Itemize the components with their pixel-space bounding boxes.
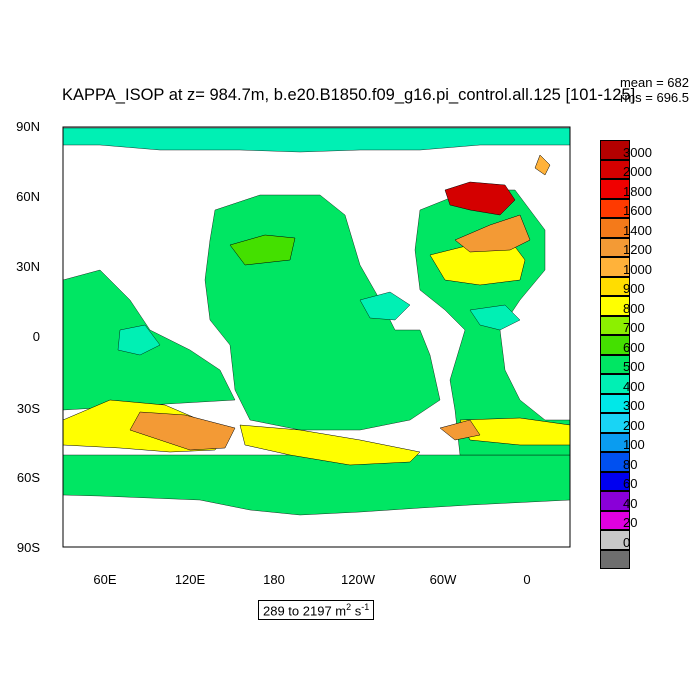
colorbar-label: 900 — [623, 281, 645, 297]
colorbar-label: 1400 — [623, 222, 652, 238]
south-indian-orange — [129, 411, 236, 451]
map-frame — [62, 126, 571, 548]
mean-stat: mean = 682 — [619, 75, 689, 90]
lon-label-60w: 60W — [429, 572, 457, 587]
colorbar-box — [600, 530, 630, 550]
colorbar-box — [600, 218, 630, 238]
colorbar-box — [600, 471, 630, 491]
colorbar-label: 2000 — [623, 164, 652, 180]
colorbar-label: 1000 — [623, 261, 652, 277]
colorbar-box — [600, 335, 630, 355]
colorbar-label: 300 — [623, 398, 645, 414]
colorbar-label: 400 — [623, 378, 645, 394]
north-pacific-patch — [229, 234, 296, 266]
nordic-seas-patch — [534, 154, 551, 176]
lat-label-90n: 90N — [16, 119, 40, 134]
range-unit-exponent-2: -1 — [361, 602, 370, 612]
tropical-cyan-pacific — [359, 291, 411, 321]
colorbar-box — [600, 374, 630, 394]
colorbar-box — [600, 276, 630, 296]
colorbar-label: 1800 — [623, 183, 652, 199]
colorbar-box — [600, 491, 630, 511]
colorbar-label: 200 — [623, 417, 645, 433]
lon-label-0: 0 — [523, 572, 531, 587]
colorbar-label: 60 — [623, 476, 638, 492]
lon-label-120e: 120E — [174, 572, 206, 587]
tropical-cyan-atlantic — [469, 304, 521, 331]
colorbar-label: 100 — [623, 437, 645, 453]
range-unit-s: s — [351, 603, 362, 619]
lat-label-60n: 60N — [16, 189, 40, 204]
range-label: 289 to 2197 m2 s-1 — [258, 600, 375, 621]
plot-title: KAPPA_ISOP at z= 984.7m, b.e20.B1850.f09… — [62, 86, 636, 104]
north-atlantic-orange — [454, 214, 531, 253]
colorbar-label: 0 — [623, 534, 631, 550]
colorbar-box — [600, 413, 630, 433]
colorbar-box — [600, 257, 630, 277]
colorbar-box — [600, 237, 630, 257]
colorbar-box — [600, 140, 630, 160]
colorbar-box — [600, 549, 630, 569]
colorbar-label: 1200 — [623, 242, 652, 258]
colorbar — [600, 140, 630, 569]
colorbar-box — [600, 354, 630, 374]
colorbar-box — [600, 510, 630, 530]
colorbar-box — [600, 179, 630, 199]
colorbar-label: 3000 — [623, 144, 652, 160]
colorbar-label: 600 — [623, 339, 645, 355]
lat-label-90s: 90S — [16, 540, 40, 555]
lat-label-0: 0 — [32, 329, 40, 344]
lat-label-30s: 30S — [16, 401, 40, 416]
colorbar-label: 1600 — [623, 203, 652, 219]
colorbar-label: 80 — [623, 456, 638, 472]
south-atlantic-orange — [439, 419, 481, 441]
range-unit-exponent: 2 — [346, 602, 352, 612]
lon-label-120w: 120W — [341, 572, 375, 587]
labrador-sea-high — [444, 181, 516, 216]
south-pacific-yellow — [239, 424, 421, 466]
lat-label-60s: 60S — [16, 470, 40, 485]
colorbar-label: 500 — [623, 359, 645, 375]
colorbar-box — [600, 393, 630, 413]
rms-stat: rms = 696.5 — [619, 90, 689, 105]
tropical-cyan-indian — [117, 324, 161, 356]
colorbar-label: 20 — [623, 515, 638, 531]
colorbar-box — [600, 315, 630, 335]
colorbar-box — [600, 432, 630, 452]
colorbar-box — [600, 296, 630, 316]
colorbar-box — [600, 452, 630, 472]
colorbar-label: 700 — [623, 320, 645, 336]
colorbar-box — [600, 159, 630, 179]
colorbar-box — [600, 198, 630, 218]
colorbar-label: 40 — [623, 495, 638, 511]
lon-label-60e: 60E — [93, 572, 117, 587]
range-label-text: 289 to 2197 m — [263, 603, 347, 619]
lat-label-30n: 30N — [16, 259, 40, 274]
lon-label-180: 180 — [263, 572, 285, 587]
colorbar-label: 800 — [623, 300, 645, 316]
